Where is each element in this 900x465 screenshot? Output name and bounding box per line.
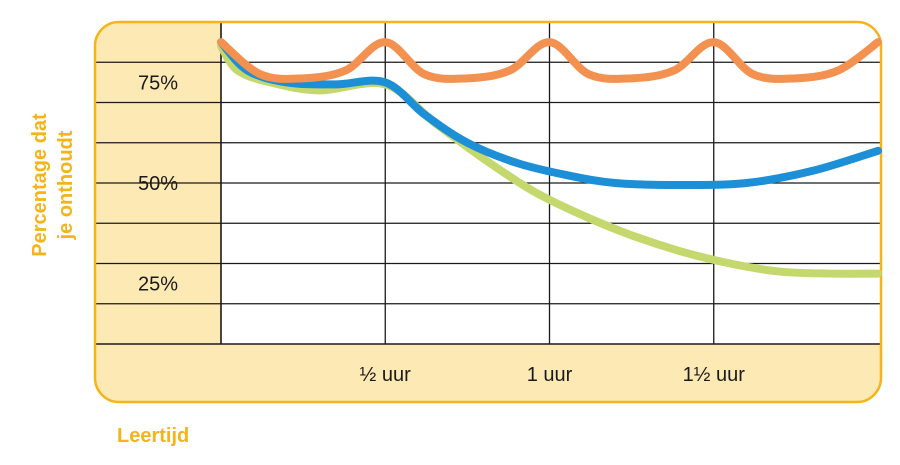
y-tick-label: 75% bbox=[138, 72, 178, 94]
x-tick-label: ½ uur bbox=[360, 364, 411, 386]
chart-frame bbox=[93, 20, 883, 404]
y-tick-label: 50% bbox=[138, 173, 178, 195]
x-axis-panel bbox=[95, 344, 881, 402]
y-axis-panel bbox=[95, 22, 221, 402]
tick-labels: 75% 50% 25% ½ uur 1 uur 1½ uur bbox=[138, 72, 745, 386]
x-tick-label: 1½ uur bbox=[683, 364, 746, 386]
plot-background bbox=[95, 22, 881, 402]
series-line-1 bbox=[217, 38, 882, 83]
series-line-2 bbox=[217, 38, 882, 190]
x-axis-title: Leertijd bbox=[117, 425, 189, 447]
series-layer bbox=[217, 38, 882, 278]
y-axis-title-line-2: je onthoudt bbox=[55, 130, 77, 240]
y-axis-title-line-1: Percentage dat bbox=[29, 113, 51, 257]
x-tick-label: 1 uur bbox=[527, 364, 573, 386]
y-tick-label: 25% bbox=[138, 274, 178, 296]
